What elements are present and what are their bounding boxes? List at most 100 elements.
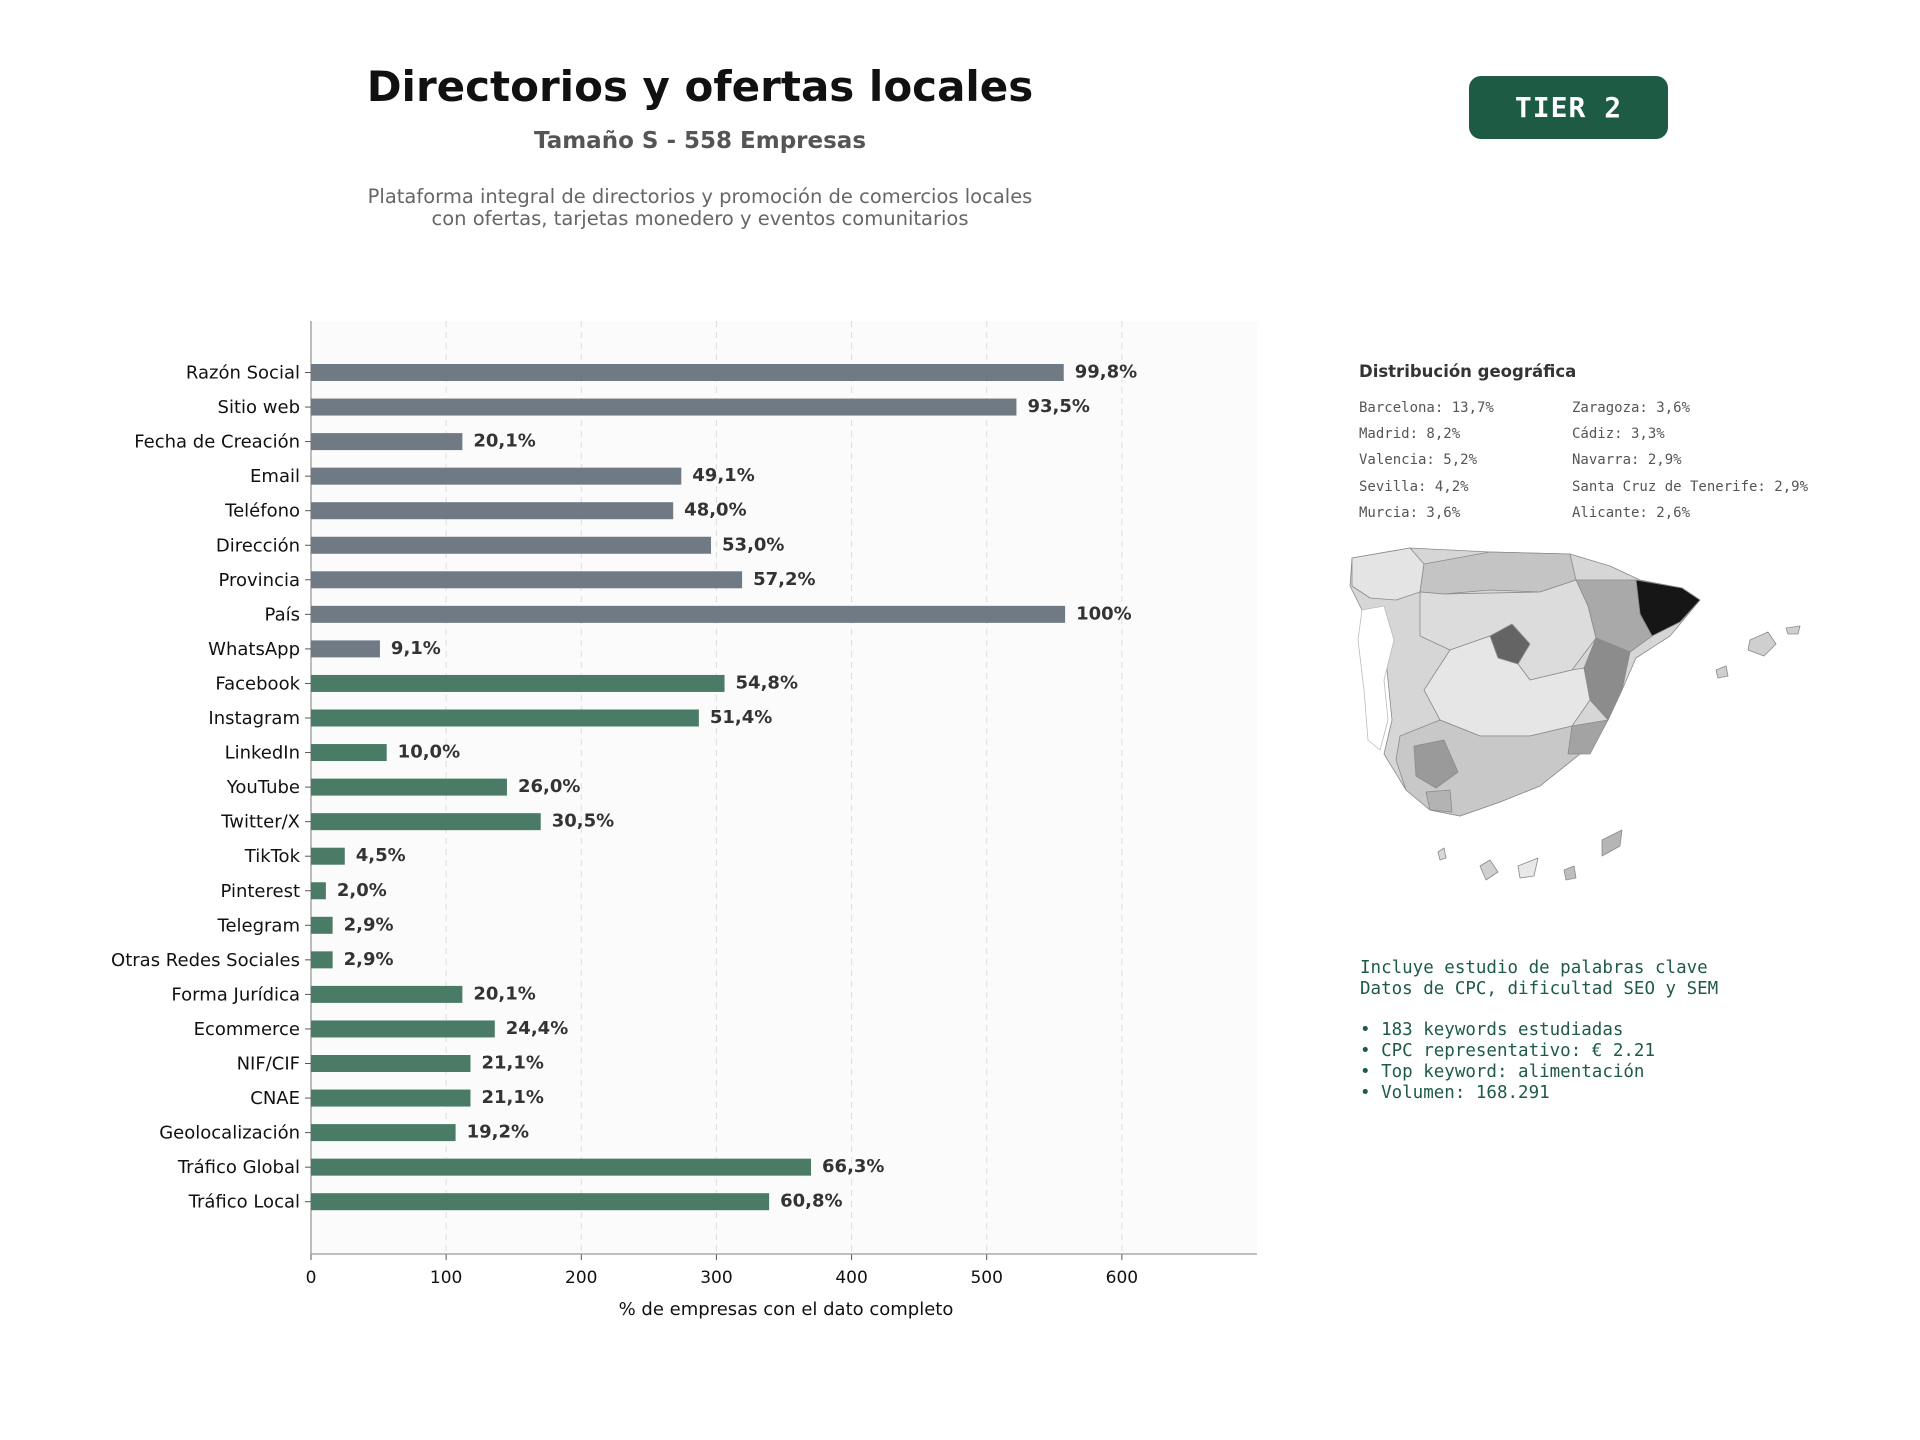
keywords-line: Datos de CPC, dificultad SEO y SEM [1360,979,1719,1000]
category-label: Email [250,466,300,487]
category-label: LinkedIn [225,743,300,764]
category-label: Telegram [217,915,300,936]
geo-item: Alicante: 2,6% [1572,504,1691,521]
map-galicia [1351,547,1425,601]
bar [311,502,674,520]
category-label: NIF/CIF [237,1054,300,1075]
geo-item: Barcelona: 13,7% [1359,400,1494,416]
category-label: País [265,604,300,625]
bar [311,847,345,865]
data-label: 30,5% [552,811,614,832]
category-label: Provincia [218,570,300,591]
data-label: 100% [1076,603,1132,624]
bar [311,536,712,554]
map-mallorca [1747,631,1777,657]
category-label: Dirección [216,535,300,556]
geo-item: Murcia: 3,6% [1359,504,1461,521]
data-label: 20,1% [473,983,535,1004]
bar [311,1193,770,1211]
category-label: Fecha de Creación [134,432,300,453]
bar [311,1124,456,1142]
bar [311,640,380,658]
keywords-box: Incluye estudio de palabras clave Datos … [1360,958,1880,1105]
map-cadiz [1425,789,1453,813]
map-ibiza [1715,665,1729,679]
category-label: Tráfico Global [177,1157,300,1178]
description-line: con ofertas, tarjetas monedero y eventos… [431,207,969,230]
bar [311,467,682,485]
x-tick-label: 400 [835,1268,867,1288]
data-label: 4,5% [356,845,406,866]
keyword-bullet: • Volumen: 168.291 [1360,1083,1550,1104]
bar [311,1089,471,1107]
bar [311,778,507,796]
bar [311,1020,495,1038]
map-sevilla [1413,739,1459,789]
map-canarias-tenerife [1517,857,1539,879]
category-label: WhatsApp [208,639,300,660]
bar [311,1055,471,1072]
data-label: 21,1% [481,1053,543,1074]
geo-title: Distribución geográfica [1359,362,1577,381]
category-label: Otras Redes Sociales [111,950,300,971]
x-tick-label: 0 [306,1268,317,1288]
spain-map [1349,547,1801,881]
keyword-bullet: • CPC representativo: € 2.21 [1360,1040,1656,1061]
data-label: 21,1% [481,1087,543,1108]
data-label: 54,8% [736,672,798,693]
x-tick-label: 600 [1106,1268,1138,1288]
bar [311,709,699,727]
data-label: 20,1% [473,431,535,452]
data-label: 57,2% [753,569,815,590]
keywords-bullets: • 183 keywords estudiadas • CPC represen… [1360,1020,1880,1105]
category-label: Twitter/X [220,812,300,833]
x-tick-label: 100 [430,1268,462,1288]
data-label: 66,3% [822,1156,884,1177]
category-label: Instagram [208,708,300,729]
data-label: 2,0% [337,880,387,901]
x-tick-label: 500 [970,1268,1002,1288]
bar [311,985,463,1003]
map-canarias-east [1601,829,1623,857]
bar [311,398,1017,416]
keywords-line: Incluye estudio de palabras clave [1360,958,1708,978]
bar [311,571,743,589]
geo-list-right: Zaragoza: 3,6% Cádiz: 3,3% Navarra: 2,9%… [1572,398,1872,529]
category-label: Forma Jurídica [171,984,300,1005]
category-label: Geolocalización [159,1123,300,1144]
category-label: Pinterest [220,881,300,902]
category-label: Teléfono [224,501,300,522]
category-label: Facebook [215,673,300,694]
geo-item: Cádiz: 3,3% [1572,426,1665,443]
data-label: 19,2% [467,1122,529,1143]
bar [311,744,387,762]
keyword-bullet: • Top keyword: alimentación [1360,1062,1645,1083]
bar [311,1158,812,1176]
bar-chart: 0 100 200 300 400 500 600 Razón Social 99,8% Siti… [111,321,1257,1320]
data-label: 2,9% [344,949,394,970]
bar [311,364,1064,381]
map-murcia [1567,719,1609,755]
map-canarias-west [1437,847,1447,861]
bar [311,433,463,451]
data-label: 24,4% [506,1018,568,1039]
bar [311,605,1066,623]
bar [311,951,333,969]
geo-item: Valencia: 5,2% [1359,452,1478,469]
geo-item: Zaragoza: 3,6% [1572,400,1691,416]
data-label: 10,0% [398,742,460,763]
category-label: Tráfico Local [188,1192,300,1213]
data-label: 26,0% [518,776,580,797]
data-label: 93,5% [1027,396,1089,417]
map-canarias-gc [1563,865,1577,881]
description-line: Plataforma integral de directorios y pro… [367,185,1033,208]
x-tick-label: 200 [565,1268,597,1288]
data-label: 53,0% [722,534,784,555]
geo-list-left: Barcelona: 13,7% Madrid: 8,2% Valencia: … [1359,398,1639,529]
data-label: 49,1% [692,465,754,486]
map-portugal-gap [1357,605,1395,751]
category-label: Ecommerce [194,1019,300,1040]
data-label: 60,8% [780,1191,842,1212]
bar [311,882,326,900]
map-canarias-center [1479,859,1499,881]
